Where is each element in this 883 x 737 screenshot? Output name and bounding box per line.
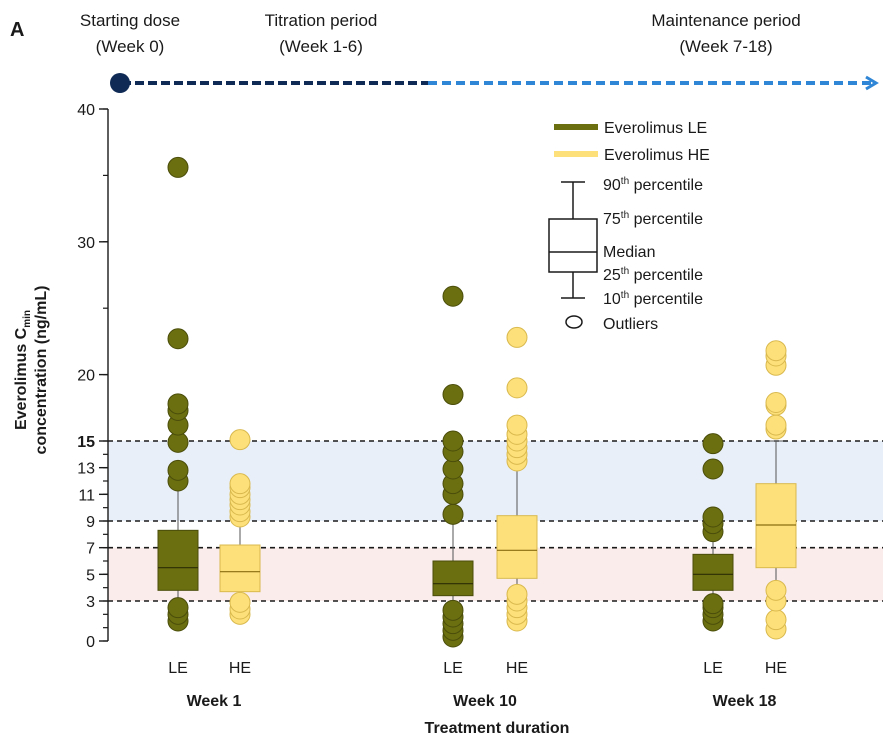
box-week-10-le-outlier-11 xyxy=(442,384,464,406)
box-week-1-le-label: LE xyxy=(168,660,188,677)
y-tick-label-20: 20 xyxy=(77,368,95,385)
box-week-1-le-outlier-9 xyxy=(167,328,189,350)
box-week-18-le-iqr xyxy=(692,553,734,591)
box-week-1-he-outlier-10 xyxy=(229,429,251,451)
y-tick-label-30: 30 xyxy=(77,235,95,252)
titration-label: Titration period xyxy=(265,11,378,30)
box-week-18-le-outlier-3 xyxy=(702,593,724,615)
box-week-18-he-outlier-5 xyxy=(765,414,787,436)
box-week-18-he-outlier-3 xyxy=(765,579,787,601)
box-week-10-le-iqr xyxy=(432,560,474,597)
box-week-1-le-iqr xyxy=(157,529,199,591)
group-week-1 xyxy=(157,156,261,632)
y-tick-label-7: 7 xyxy=(86,541,95,558)
legend-p75: 75th percentile xyxy=(603,210,703,228)
box-week-10-he-iqr xyxy=(496,515,538,579)
group-label-1: Week 10 xyxy=(453,693,517,710)
box-week-10-le-outlier-10 xyxy=(442,430,464,452)
box-week-10-le-outlier-4 xyxy=(442,599,464,621)
y-tick-label-5: 5 xyxy=(86,567,95,584)
legend-outlier-marker xyxy=(565,315,583,329)
legend-box xyxy=(548,218,598,273)
legend-median: Median xyxy=(603,244,655,261)
legend-p10: 10th percentile xyxy=(603,290,703,308)
box-week-10-le-outlier-5 xyxy=(442,503,464,525)
box-week-1-he-outlier-2 xyxy=(229,591,251,613)
group-label-2: Week 18 xyxy=(713,693,777,710)
box-week-18-he-outlier-7 xyxy=(765,391,787,413)
timeline-arrowhead xyxy=(865,75,879,91)
legend-le-swatch xyxy=(554,124,598,130)
y-tick-label-0: 0 xyxy=(86,634,95,651)
starting-dose-marker xyxy=(110,73,130,93)
box-week-1-le-outlier-10 xyxy=(167,156,189,178)
legend-p90: 90th percentile xyxy=(603,176,703,194)
legend-he-label: Everolimus HE xyxy=(604,147,710,164)
box-week-1-le-outlier-4 xyxy=(167,459,189,481)
y-axis-title-line2: concentration (ng/mL) xyxy=(33,286,50,455)
box-week-10-he-outlier-4 xyxy=(506,583,528,605)
starting-dose-week: (Week 0) xyxy=(96,37,165,56)
legend-p25: 25th percentile xyxy=(603,266,703,284)
panel-label: A xyxy=(10,19,24,41)
x-axis-labels: LE HE Week 1 LE HE Week 10 LE HE Week 18 xyxy=(168,660,787,710)
legend-box-key xyxy=(548,181,598,329)
box-week-10-le-label: LE xyxy=(443,660,463,677)
box-week-18-he-label: HE xyxy=(765,660,787,677)
y-tick-label-9: 9 xyxy=(86,514,95,531)
y-axis: 0 3 5 7 9 11 13 15 20 30 40 xyxy=(77,102,109,651)
legend-he-swatch xyxy=(554,151,598,157)
box-week-18-le-label: LE xyxy=(703,660,723,677)
y-tick-label-15: 15 xyxy=(77,434,95,451)
y-tick-label-11: 11 xyxy=(78,487,95,504)
y-axis-title-main: Everolimus C xyxy=(13,327,30,430)
box-week-18-he-outlier-1 xyxy=(765,609,787,631)
legend-le-label: Everolimus LE xyxy=(604,120,707,137)
box-week-10-he-outlier-10 xyxy=(506,414,528,436)
maintenance-label: Maintenance period xyxy=(651,11,800,30)
svg-text:Everolimus Cmin: Everolimus Cmin xyxy=(13,310,33,430)
y-axis-title-sub: min xyxy=(22,310,33,328)
box-week-1-le-outlier-2 xyxy=(167,597,189,619)
box-series xyxy=(157,156,797,648)
box-week-1-he-label: HE xyxy=(229,660,251,677)
box-week-1-le-outlier-8 xyxy=(167,393,189,415)
box-week-10-he-label: HE xyxy=(506,660,528,677)
maintenance-week: (Week 7-18) xyxy=(679,37,772,56)
group-label-0: Week 1 xyxy=(187,693,242,710)
box-week-1-he-iqr xyxy=(219,544,261,593)
box-week-10-he-outlier-11 xyxy=(506,377,528,399)
box-week-18-le-outlier-8 xyxy=(702,433,724,455)
box-week-1-he-outlier-9 xyxy=(229,473,251,495)
timeline-header: Starting dose (Week 0) Titration period … xyxy=(80,11,879,93)
box-week-10-he-outlier-12 xyxy=(506,326,528,348)
box-week-10-le-outlier-12 xyxy=(442,285,464,307)
x-axis-title: Treatment duration xyxy=(425,720,570,737)
y-tick-label-3: 3 xyxy=(86,594,95,611)
legend: Everolimus LE Everolimus HE 90th percent… xyxy=(548,120,710,333)
box-week-18-le-outlier-7 xyxy=(702,458,724,480)
y-axis-title: Everolimus Cmin concentration (ng/mL) xyxy=(13,286,50,455)
box-week-18-he-outlier-10 xyxy=(765,340,787,362)
titration-week: (Week 1-6) xyxy=(279,37,363,56)
y-tick-label-40: 40 xyxy=(77,102,95,119)
box-week-18-le-outlier-6 xyxy=(702,506,724,528)
group-week-10 xyxy=(432,285,538,648)
box-week-18-he-iqr xyxy=(755,483,797,569)
legend-outliers: Outliers xyxy=(603,316,658,333)
starting-dose-label: Starting dose xyxy=(80,11,180,30)
group-week-18 xyxy=(692,340,797,640)
y-tick-label-13: 13 xyxy=(77,461,95,478)
